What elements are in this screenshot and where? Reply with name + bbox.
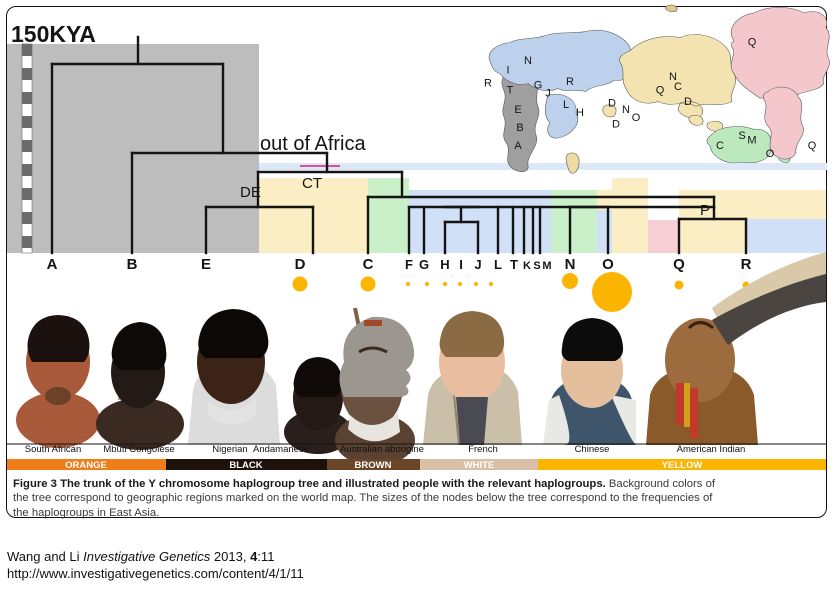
svg-text:BLACK: BLACK: [229, 460, 262, 471]
svg-text:WHITE: WHITE: [464, 460, 495, 471]
svg-text:Nigerian: Nigerian: [212, 444, 247, 455]
svg-text:French: French: [468, 444, 498, 455]
svg-text:BROWN: BROWN: [355, 460, 392, 471]
svg-text:Mbuti Congolese: Mbuti Congolese: [103, 444, 174, 455]
svg-text:South African: South African: [25, 444, 82, 455]
svg-text:ORANGE: ORANGE: [65, 460, 107, 471]
svg-text:YELLOW: YELLOW: [662, 460, 703, 471]
svg-text:American Indian: American Indian: [677, 444, 746, 455]
svg-text:Australian aborigine: Australian aborigine: [340, 444, 424, 455]
svg-text:Andamanese: Andamanese: [253, 444, 309, 455]
svg-text:Chinese: Chinese: [575, 444, 610, 455]
